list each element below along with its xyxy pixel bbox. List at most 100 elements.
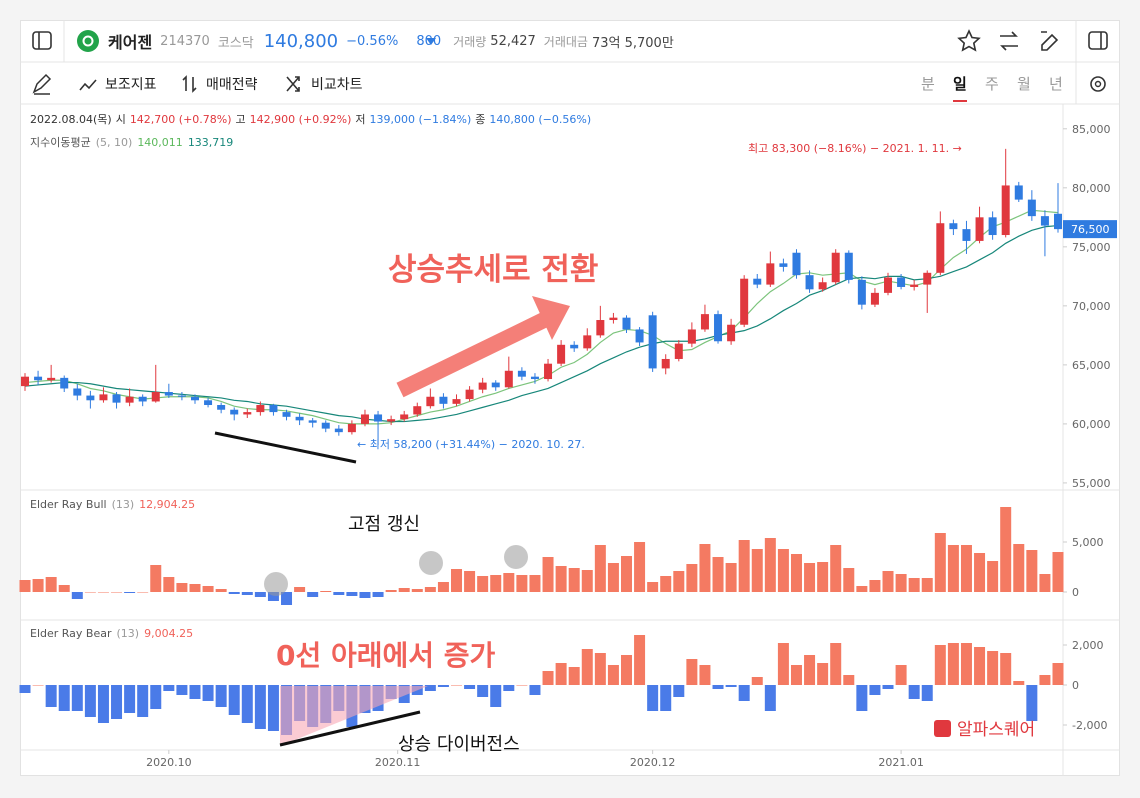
candle-body <box>125 396 134 403</box>
amount: 73억 5,700만 <box>591 35 674 51</box>
bar <box>594 545 606 592</box>
bar <box>686 564 698 592</box>
bar <box>189 685 201 699</box>
y-tick-label: 2,000 <box>1072 639 1104 652</box>
bar <box>947 643 959 685</box>
candle-body <box>321 422 330 429</box>
edit-icon[interactable] <box>1041 31 1059 51</box>
info-item: 시 <box>115 113 126 126</box>
info-item: 142,900 (+0.92%) <box>249 112 352 126</box>
indicator-title: Elder Ray Bear <box>30 627 112 640</box>
candle-body <box>962 229 971 241</box>
info-item: 저 <box>355 113 366 126</box>
bar <box>764 538 776 592</box>
bar <box>764 685 776 711</box>
candle-body <box>635 329 644 343</box>
bar <box>84 685 96 717</box>
toolbar-item[interactable]: 비교차트 <box>311 77 363 93</box>
bar <box>202 685 214 701</box>
period-tab[interactable]: 주 <box>985 75 999 93</box>
candle-body <box>86 395 95 401</box>
candle-body <box>204 400 213 406</box>
bar <box>281 592 293 605</box>
bar <box>137 685 149 717</box>
toolbar-item[interactable]: 매매전략 <box>206 77 258 93</box>
candle-body <box>439 396 448 404</box>
bar <box>45 685 57 707</box>
x-tick-label: 2020.11 <box>375 756 421 769</box>
bar <box>804 655 816 685</box>
bar <box>647 582 659 592</box>
candle-body <box>190 396 199 401</box>
bar <box>751 549 763 592</box>
settings-icon[interactable] <box>1090 76 1106 92</box>
candle-body <box>674 343 683 359</box>
bar <box>464 571 476 592</box>
bar <box>934 645 946 685</box>
bar <box>660 576 672 592</box>
bar <box>163 577 175 592</box>
bar <box>477 685 489 697</box>
bar <box>150 565 162 592</box>
info-item: 고 <box>235 113 246 126</box>
candle-body <box>557 344 566 364</box>
watermark: 알파스퀘어 <box>957 720 1035 740</box>
period-tab[interactable]: 분 <box>921 75 935 93</box>
bar <box>451 569 463 592</box>
bar <box>359 592 371 598</box>
trend-arrow <box>396 310 552 398</box>
candle-body <box>700 314 709 330</box>
bar <box>673 571 685 592</box>
y-tick-label: 0 <box>1072 679 1079 692</box>
period-tab[interactable]: 월 <box>1017 75 1031 93</box>
bar <box>568 667 580 685</box>
indicator-value: 12,904.25 <box>139 498 196 511</box>
bar <box>804 563 816 592</box>
settings-icon <box>1094 80 1102 88</box>
candle-body <box>60 377 69 389</box>
candle-body <box>465 389 474 400</box>
candle-body <box>1001 185 1010 236</box>
bar <box>294 587 306 592</box>
bar <box>987 651 999 685</box>
candle-body <box>504 370 513 388</box>
bar <box>686 659 698 685</box>
candle-body <box>1054 213 1062 230</box>
panel-icon[interactable] <box>1088 31 1108 50</box>
change-pct: −0.56% <box>346 33 399 49</box>
period-tab[interactable]: 일 <box>953 73 967 102</box>
candle-body <box>426 396 435 407</box>
candle-body <box>609 317 618 321</box>
period-tab[interactable]: 년 <box>1049 75 1063 93</box>
y-tick-label: -2,000 <box>1072 719 1107 732</box>
candle-body <box>517 370 526 377</box>
draw-icon[interactable] <box>32 73 52 95</box>
toolbar-item[interactable]: 보조지표 <box>105 77 157 93</box>
bar <box>581 649 593 685</box>
divergence-line <box>279 710 421 747</box>
bar <box>725 685 737 687</box>
bar <box>1013 681 1025 685</box>
candle-body <box>884 277 893 293</box>
bar <box>529 575 541 592</box>
sidebar-icon[interactable] <box>32 31 52 50</box>
swap-icon[interactable] <box>1000 31 1018 51</box>
candle-body <box>975 217 984 241</box>
bar <box>372 592 384 597</box>
bar <box>542 557 554 592</box>
candle-body <box>988 217 997 236</box>
bar <box>555 663 567 685</box>
candle-body <box>413 406 422 415</box>
bar <box>620 556 632 592</box>
candle-body <box>753 278 762 285</box>
bear-legend: Elder Ray Bear (13) 9,004.25 <box>30 627 193 640</box>
candle-body <box>792 252 801 276</box>
favorite-icon[interactable] <box>957 29 981 52</box>
compare-icon <box>286 76 300 92</box>
candle-body <box>334 428 343 433</box>
bar <box>111 685 123 719</box>
candle-body <box>282 412 291 417</box>
info-item: 140,800 (−0.56%) <box>489 112 592 126</box>
